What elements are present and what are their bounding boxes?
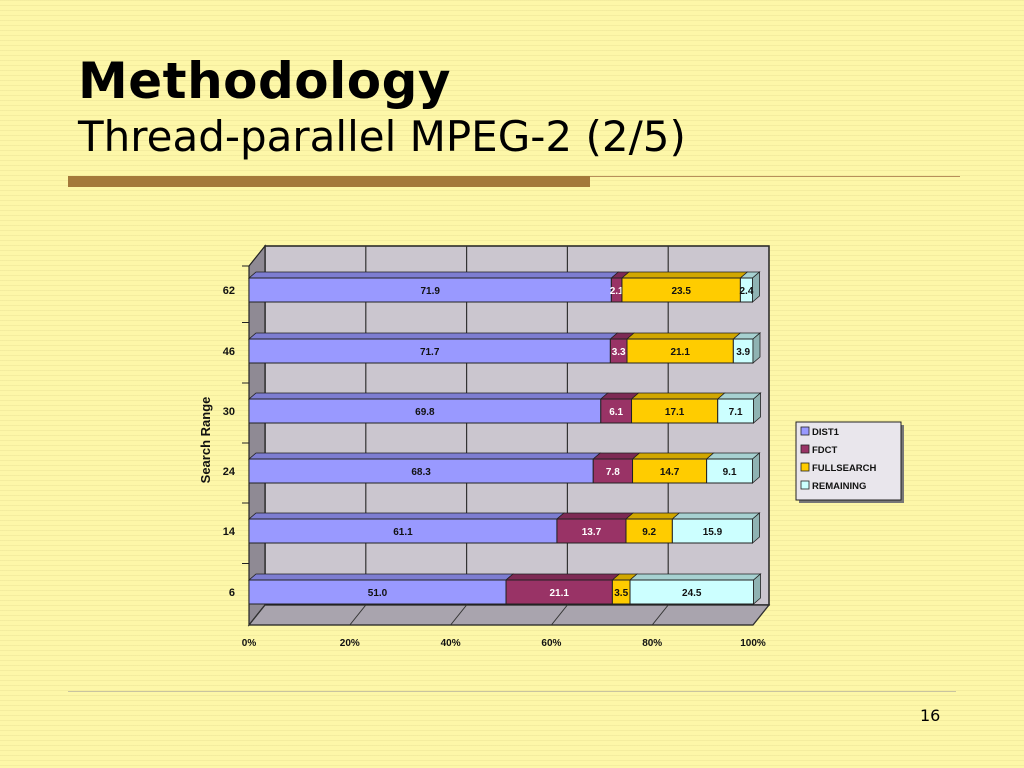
data-label: 6.1 (609, 407, 623, 418)
data-label: 21.1 (670, 347, 690, 358)
data-label: 3.9 (736, 347, 750, 358)
data-label: 17.1 (665, 407, 685, 418)
bar-top-face (620, 271, 749, 279)
bar-top-face (705, 452, 761, 460)
bar-top-face (247, 573, 515, 581)
data-label: 71.9 (420, 286, 440, 297)
bar-segment (600, 398, 633, 424)
legend-box (795, 421, 902, 501)
data-label: 21.1 (549, 588, 569, 599)
x-tick-label: 20% (340, 638, 360, 649)
plot-side-wall (248, 244, 266, 627)
plot-floor (247, 604, 771, 626)
bar-top-face (671, 512, 761, 520)
legend-label: FULLSEARCH (812, 463, 877, 474)
bar-top-face (247, 271, 620, 279)
data-label: 14.7 (660, 467, 680, 478)
legend-swatch (800, 444, 810, 454)
gridline-floor (248, 604, 266, 626)
data-label: 71.7 (420, 347, 440, 358)
bar-top-face (555, 512, 635, 520)
x-tick-label: 80% (642, 638, 662, 649)
y-tick-label: 14 (223, 526, 236, 538)
bar-segment (592, 458, 634, 484)
bar-end-face (753, 392, 761, 424)
bar-segment (631, 398, 719, 424)
data-label: 9.1 (723, 467, 737, 478)
gridline-floor (651, 604, 669, 626)
bar-segment (717, 398, 755, 424)
bar-segment (671, 518, 753, 544)
bar-top-face (247, 392, 609, 400)
bar-segment (248, 277, 612, 303)
footer-rule (68, 691, 956, 692)
y-tick-label: 30 (223, 406, 235, 418)
bar-segment (626, 338, 734, 364)
data-label: 3.3 (612, 347, 626, 358)
x-tick-label: 100% (740, 638, 766, 649)
bar-top-face (504, 573, 621, 581)
bar-top-face (247, 512, 566, 520)
y-tick-label: 24 (223, 466, 236, 478)
data-label: 13.7 (582, 527, 602, 538)
bar-segment (248, 579, 507, 605)
bar-top-face (630, 392, 726, 400)
legend-label: DIST1 (812, 427, 840, 438)
bar-top-face (592, 452, 641, 460)
data-label: 24.5 (682, 588, 702, 599)
bar-top-face (628, 573, 762, 581)
title-underline-thick (68, 176, 590, 187)
bar-top-face (624, 512, 681, 520)
bar-segment (248, 398, 602, 424)
data-label: 7.1 (729, 407, 743, 418)
data-label: 69.8 (415, 407, 435, 418)
bar-end-face (752, 452, 760, 484)
bar-top-face (625, 332, 742, 340)
bar-end-face (752, 512, 760, 544)
x-tick-label: 40% (441, 638, 461, 649)
data-label: 7.8 (606, 467, 620, 478)
page-number: 16 (920, 706, 941, 725)
bar-segment (621, 277, 741, 303)
data-label: 3.5 (614, 588, 628, 599)
data-label: 2.4 (739, 286, 753, 297)
bar-end-face (753, 573, 761, 605)
bar-segment (248, 458, 594, 484)
legend-label: FDCT (812, 445, 838, 456)
x-tick-label: 0% (242, 638, 257, 649)
slide-title: Methodology (78, 52, 452, 110)
data-label: 15.9 (703, 527, 723, 538)
slide-subtitle: Thread-parallel MPEG-2 (2/5) (78, 112, 686, 161)
bar-segment (629, 579, 755, 605)
y-axis-title: Search Range (198, 397, 213, 484)
data-label: 51.0 (368, 588, 388, 599)
gridline-floor (349, 604, 367, 626)
bar-end-face (752, 332, 761, 364)
y-tick-label: 62 (223, 285, 235, 297)
data-label: 23.5 (671, 286, 691, 297)
y-tick-label: 6 (229, 587, 235, 599)
x-tick-label: 60% (541, 638, 561, 649)
y-tick-label: 46 (223, 346, 235, 358)
gridline-floor (752, 604, 770, 626)
bar-end-face (752, 271, 760, 303)
data-label: 61.1 (393, 527, 413, 538)
data-label: 9.2 (642, 527, 656, 538)
bar-segment (625, 518, 673, 544)
legend-swatch (800, 462, 810, 472)
data-label: 2.1 (610, 286, 624, 297)
legend-label: REMAINING (812, 481, 866, 492)
bar-top-face (247, 332, 619, 340)
gridline-floor (450, 604, 467, 626)
gridline-floor (551, 604, 568, 626)
legend-swatch (800, 480, 810, 490)
bar-segment (632, 458, 708, 484)
legend-swatch (800, 426, 810, 436)
data-label: 68.3 (411, 467, 431, 478)
bar-top-face (631, 452, 715, 460)
bar-segment (248, 338, 611, 364)
bar-top-face (247, 452, 602, 460)
title-underline-thin (590, 176, 960, 177)
